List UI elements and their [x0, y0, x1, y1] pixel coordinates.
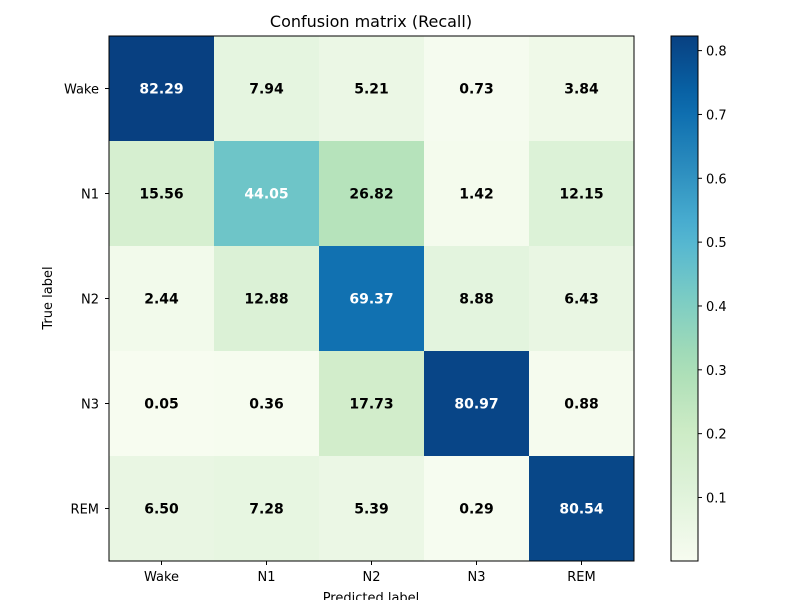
colorbar-tick-label: 0.3: [706, 364, 727, 379]
heatmap-cell: [109, 246, 215, 352]
x-axis-ticks: Wake N1 N2 N3 REM: [144, 561, 596, 585]
cell-value-label: 0.05: [144, 397, 179, 413]
heatmap-cell: [214, 246, 320, 352]
cell-value-label: 0.88: [564, 397, 599, 413]
heatmap-cell: [424, 456, 530, 562]
cell-value-label: 5.39: [354, 502, 389, 518]
heatmap-cell: [424, 246, 530, 352]
heatmap-cell: [319, 36, 425, 142]
y-tick-label: Wake: [64, 83, 99, 98]
colorbar-tick-label: 0.2: [706, 428, 727, 443]
x-tick-label: REM: [567, 570, 595, 585]
heatmap-cell: [109, 141, 215, 247]
chart-title: Confusion matrix (Recall): [270, 12, 472, 31]
cell-value-label: 8.88: [459, 292, 494, 308]
y-tick-label: N1: [81, 188, 99, 203]
cell-value-label: 0.36: [249, 397, 284, 413]
colorbar-tick-label: 0.1: [706, 491, 727, 506]
heatmap-cell: [319, 141, 425, 247]
heatmap-cell: [319, 351, 425, 457]
cell-value-label: 80.54: [559, 502, 604, 518]
cell-value-label: 0.29: [459, 502, 494, 518]
cell-value-label: 0.73: [459, 82, 494, 98]
cell-value-label: 44.05: [244, 187, 288, 203]
cell-value-label: 82.29: [139, 82, 183, 98]
heatmap-cell: [214, 141, 320, 247]
x-tick-label: N2: [363, 570, 381, 585]
x-axis-label: Predicted label: [323, 591, 420, 600]
colorbar-tick-label: 0.7: [706, 108, 727, 123]
cell-value-label: 69.37: [349, 292, 393, 308]
cell-value-label: 5.21: [354, 82, 389, 98]
cell-value-label: 6.50: [144, 502, 179, 518]
heatmap-cell: [529, 246, 635, 352]
colorbar-ticks: 0.1 0.2 0.3 0.4 0.5 0.6 0.7 0.8: [698, 45, 727, 506]
cell-value-label: 3.84: [564, 82, 599, 98]
heatmap-cell: [109, 351, 215, 457]
heatmap-cell: [529, 456, 635, 562]
colorbar-tick-label: 0.4: [706, 300, 727, 315]
colorbar-tick-label: 0.5: [706, 236, 727, 251]
cell-value-label: 15.56: [139, 187, 183, 203]
x-tick-label: N3: [468, 570, 486, 585]
cell-value-label: 12.88: [244, 292, 288, 308]
heatmap-cell: [214, 36, 320, 142]
heatmap-cell: [319, 456, 425, 562]
heatmap-cell: [424, 36, 530, 142]
y-axis-ticks: Wake N1 N2 N3 REM: [64, 83, 109, 518]
cell-value-label: 80.97: [454, 397, 498, 413]
x-tick-label: Wake: [144, 570, 179, 585]
colorbar-tick-label: 0.8: [706, 45, 727, 60]
heatmap-cell: [319, 246, 425, 352]
colorbar: [670, 35, 699, 562]
y-tick-label: N2: [81, 293, 99, 308]
heatmap-cell: [424, 351, 530, 457]
cell-value-label: 7.94: [249, 82, 284, 98]
cell-value-label: 1.42: [459, 187, 494, 203]
heatmap-cell: [529, 36, 635, 142]
colorbar-tick-label: 0.6: [706, 172, 727, 187]
cell-value-label: 2.44: [144, 292, 179, 308]
heatmap-cell: [214, 456, 320, 562]
cell-value-label: 12.15: [559, 187, 603, 203]
y-tick-label: N3: [81, 398, 99, 413]
cell-value-label: 26.82: [349, 187, 393, 203]
heatmap-cell: [214, 351, 320, 457]
y-tick-label: REM: [71, 503, 99, 518]
heatmap-cell: [529, 351, 635, 457]
x-tick-label: N1: [258, 570, 276, 585]
heatmap-grid: 82.29 7.94 5.21 0.73 3.84 15.56 44.05 26.82 1.42…: [109, 36, 635, 562]
y-axis-label: True label: [41, 266, 56, 330]
cell-value-label: 6.43: [564, 292, 599, 308]
heatmap-cell: [424, 141, 530, 247]
heatmap-cell: [109, 456, 215, 562]
cell-value-label: 7.28: [249, 502, 284, 518]
cell-value-label: 17.73: [349, 397, 393, 413]
heatmap-cell: [109, 36, 215, 142]
heatmap-cell: [529, 141, 635, 247]
